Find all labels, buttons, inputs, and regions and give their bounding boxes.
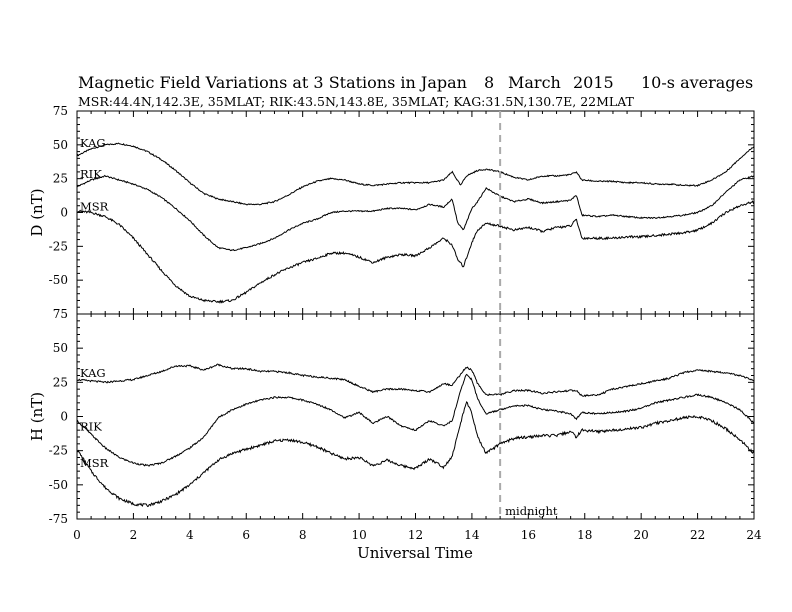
series-line-kag [76, 363, 755, 398]
y-tick-label: -25 [49, 239, 68, 253]
midnight-label: midnight [505, 504, 558, 518]
date-month: March [508, 73, 561, 92]
series-line-msr [76, 401, 755, 508]
midnight-marker: midnight [499, 111, 558, 519]
y-tick-label: 50 [53, 341, 68, 355]
series-label-rik: RIK [80, 419, 102, 433]
x-tick-label: 14 [464, 528, 480, 542]
series-label-msr: MSR [80, 200, 109, 214]
y-tick-label: -75 [49, 512, 68, 526]
series-label-rik: RIK [80, 167, 102, 181]
y-axis-title: D (nT) [28, 188, 46, 236]
chart-title: Magnetic Field Variations at 3 Stations … [78, 73, 467, 92]
stations-subtitle: MSR:44.4N,142.3E, 35MLAT; RIK:43.5N,143.… [78, 94, 635, 109]
y-tick-label: 25 [53, 172, 68, 186]
averaging-label: 10-s averages [641, 73, 753, 92]
series-line-kag [76, 142, 755, 206]
x-tick-label: 18 [577, 528, 592, 542]
panel-frame [76, 313, 755, 520]
y-tick-label: 0 [60, 410, 68, 424]
y-tick-label: -25 [49, 444, 68, 458]
x-tick-label: 20 [634, 528, 649, 542]
series-line-msr [76, 200, 755, 304]
y-tick-label: -50 [49, 273, 68, 287]
y-tick-label: 25 [53, 375, 68, 389]
series-label-msr: MSR [80, 456, 109, 470]
x-axis-title: Universal Time [357, 544, 473, 562]
panel-frame [76, 110, 755, 315]
date-year: 2015 [573, 73, 614, 92]
y-axis-title: H (nT) [28, 392, 46, 441]
series-line-rik [76, 373, 755, 467]
series-line-rik [76, 174, 755, 252]
series-label-kag: KAG [80, 136, 106, 150]
date-day: 8 [484, 73, 494, 92]
x-tick-label: 12 [408, 528, 423, 542]
x-tick-label: 4 [186, 528, 194, 542]
y-tick-label: -50 [49, 478, 68, 492]
y-tick-label: 50 [53, 138, 68, 152]
x-tick-label: 16 [521, 528, 536, 542]
y-tick-label: 75 [53, 307, 68, 321]
y-tick-label: 75 [53, 104, 68, 118]
x-tick-label: 8 [299, 528, 307, 542]
y-tick-label: 0 [60, 206, 68, 220]
x-tick-label: 2 [130, 528, 138, 542]
x-tick-label: 0 [73, 528, 81, 542]
series-label-kag: KAG [80, 366, 106, 380]
d-component-panel: -50 -25 0 25 50 75 D (nT) KAG RIK MSR [28, 104, 755, 315]
x-tick-label: 24 [746, 528, 762, 542]
x-tick-label: 22 [690, 528, 705, 542]
x-tick-label: 10 [351, 528, 366, 542]
x-tick-label: 6 [242, 528, 250, 542]
